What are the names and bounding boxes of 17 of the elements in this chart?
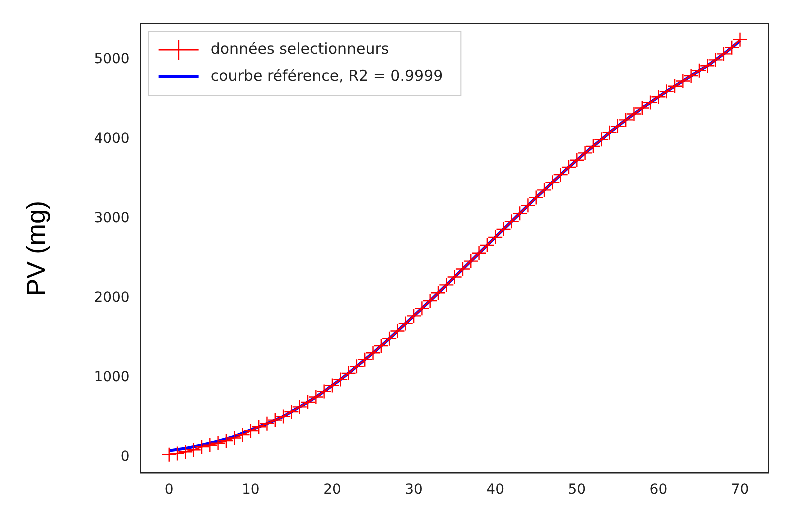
x-tick-label: 40 <box>486 482 505 498</box>
x-tick-label: 20 <box>324 482 342 498</box>
x-tick-label: 0 <box>164 482 174 498</box>
x-tick-label: 30 <box>405 482 423 498</box>
x-tick-label: 10 <box>242 482 260 498</box>
y-tick-label: 1000 <box>94 369 130 386</box>
legend-label: courbe référence, R2 = 0.9999 <box>210 66 444 85</box>
y-tick-label: 3000 <box>94 210 130 226</box>
y-tick-label: 0 <box>120 448 130 465</box>
x-tick-label: 60 <box>650 482 668 498</box>
legend-label: données selectionneurs <box>210 40 390 58</box>
x-tick-label: 70 <box>731 482 750 498</box>
y-tick-label: 2000 <box>94 290 130 306</box>
x-tick-label: 50 <box>568 482 586 498</box>
y-axis-title: PV (mg) <box>20 200 51 296</box>
y-tick-label: 5000 <box>94 51 130 68</box>
y-tick-label: 4000 <box>94 130 130 147</box>
